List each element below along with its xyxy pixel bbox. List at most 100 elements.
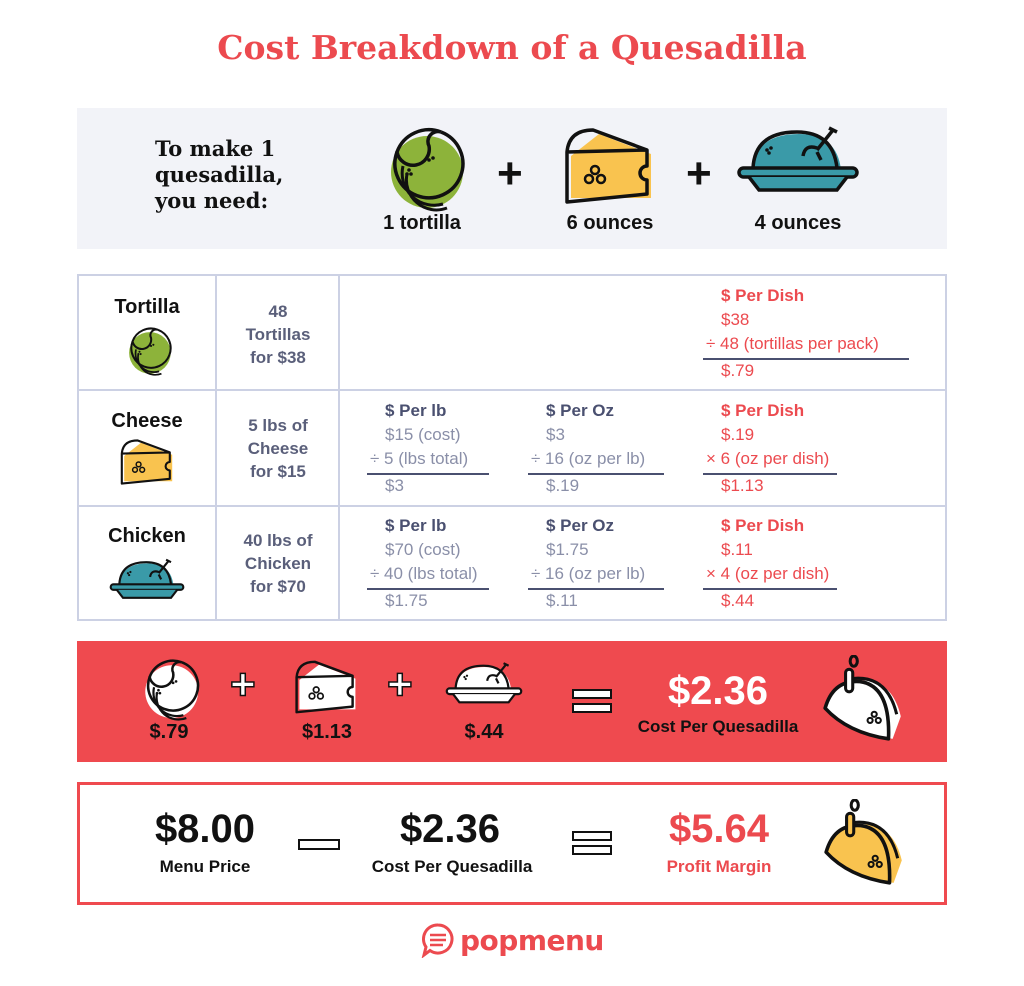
menu-price-label: Menu Price [159,857,251,876]
equals-icon [572,703,612,713]
purchase-chicken: 40 lbs of Chicken for $70 [217,529,339,598]
row-name-chicken: Chicken [108,525,186,547]
tortilla-icon [121,324,173,376]
cost-table: Tortilla 48 Tortillas for $38 $ Per Dish… [77,274,947,621]
calc-cheese-per-oz: $ Per Oz $3 ÷ 16 (oz per lb) $.19 [528,399,664,497]
chicken-qty: 4 ounces [754,212,842,234]
calc-line: $15 (cost) [385,425,461,444]
profit-panel: $8.00 Menu Price $2.36 Cost Per Quesadil… [77,782,947,905]
purchase-cheese: 5 lbs of Cheese for $15 [217,414,339,483]
chat-bubble-icon [421,923,454,958]
taco-icon [819,655,911,747]
intro-label: To make 1 quesadilla, you need: [155,136,283,214]
minus-icon [298,839,340,850]
profit-margin-label: Profit Margin [666,857,772,876]
calc-cheese-per-lb: $ Per lb $15 (cost) ÷ 5 (lbs total) $3 [367,399,489,497]
chicken-icon [107,558,187,602]
calc-line: × 4 (oz per dish) [706,564,830,583]
calc-header: $ Per Oz [546,516,615,535]
calc-chicken-per-dish: $ Per Dish $.11 × 4 (oz per dish) $.44 [703,514,837,612]
calc-header: $ Per Oz [546,401,615,420]
row-divider [79,389,945,391]
calc-line: $3 [546,425,565,444]
cheese-icon [559,126,659,206]
menu-price: $8.00 [154,807,256,851]
chicken-icon [733,126,863,196]
calc-line: × 6 (oz per dish) [706,449,830,468]
cheese-icon [291,659,361,715]
calc-result: $.79 [703,358,909,382]
purchase-tortilla: 48 Tortillas for $38 [217,300,339,369]
calc-result: $.11 [528,588,664,612]
cost-per-quesadilla-label: Cost Per Quesadilla [371,857,533,876]
ingredients-panel: To make 1 quesadilla, you need: 1 tortil… [77,108,947,249]
plus-icon: + [497,149,523,198]
calc-cheese-per-dish: $ Per Dish $.19 × 6 (oz per dish) $1.13 [703,399,837,497]
logo-text: popmenu [460,923,604,957]
tortilla-icon [377,122,467,212]
purchase-line: Cheese [247,439,309,458]
calc-header: $ Per Dish [721,516,805,535]
page-title: Cost Breakdown of a Quesadilla [217,28,807,67]
calc-line: ÷ 5 (lbs total) [370,449,469,468]
chicken-price: $.44 [464,721,504,743]
total-cost: $2.36 [667,669,769,713]
cost-per-quesadilla: $2.36 [399,807,501,851]
calc-line: $1.75 [546,540,589,559]
intro-label-line: To make 1 [155,136,276,161]
equals-icon [572,831,612,841]
row-divider [79,505,945,507]
calc-line: ÷ 48 (tortillas per pack) [706,334,879,353]
calc-chicken-per-lb: $ Per lb $70 (cost) ÷ 40 (lbs total) $1.… [367,514,489,612]
calc-header: $ Per lb [385,516,447,535]
calc-result: $1.75 [367,588,489,612]
calc-line: ÷ 16 (oz per lb) [531,449,646,468]
intro-label-line: quesadilla, [155,162,284,187]
calc-result: $.44 [703,588,837,612]
calc-header: $ Per Dish [721,286,805,305]
total-cost-label: Cost Per Quesadilla [637,717,799,736]
cost-sum-panel: $.79 + $1.13 + $.44 $2.36 Cost Per Quesa… [77,641,947,762]
tortilla-qty: 1 tortilla [383,212,461,234]
tortilla-icon [135,655,201,721]
calc-chicken-per-oz: $ Per Oz $1.75 ÷ 16 (oz per lb) $.11 [528,514,664,612]
purchase-line: for $70 [250,577,306,596]
calc-line: ÷ 16 (oz per lb) [531,564,646,583]
calc-line: $38 [721,310,750,329]
column-divider [338,276,340,619]
calc-tortilla-per-dish: $ Per Dish $38 ÷ 48 (tortillas per pack)… [703,284,909,382]
plus-icon: + [229,660,256,709]
intro-label-line: you need: [155,188,269,213]
calc-result: $1.13 [703,473,837,497]
purchase-line: 5 lbs of [248,416,308,435]
equals-icon [572,689,612,699]
cheese-price: $1.13 [301,721,353,743]
purchase-line: for $38 [250,348,306,367]
plus-icon: + [386,660,413,709]
cheese-icon [117,438,177,486]
column-divider [215,276,217,619]
tortilla-price: $.79 [149,721,189,743]
calc-result: $3 [367,473,489,497]
cheese-qty: 6 ounces [566,212,654,234]
calc-result: $.19 [528,473,664,497]
purchase-line: 48 [268,302,288,321]
calc-line: ÷ 40 (lbs total) [370,564,478,583]
calc-line: $.11 [721,540,753,559]
purchase-line: Tortillas [245,325,311,344]
row-name-tortilla: Tortilla [114,296,180,318]
calc-line: $.19 [721,425,755,444]
chicken-icon [443,661,525,707]
equals-icon [572,845,612,855]
plus-icon: + [686,149,712,198]
profit-margin: $5.64 [668,807,770,851]
purchase-line: for $15 [250,462,306,481]
taco-icon [820,799,912,891]
purchase-line: Chicken [244,554,312,573]
calc-header: $ Per lb [385,401,447,420]
calc-line: $70 (cost) [385,540,461,559]
row-name-cheese: Cheese [111,410,183,432]
popmenu-logo: popmenu [420,922,604,958]
purchase-line: 40 lbs of [243,531,313,550]
calc-header: $ Per Dish [721,401,805,420]
